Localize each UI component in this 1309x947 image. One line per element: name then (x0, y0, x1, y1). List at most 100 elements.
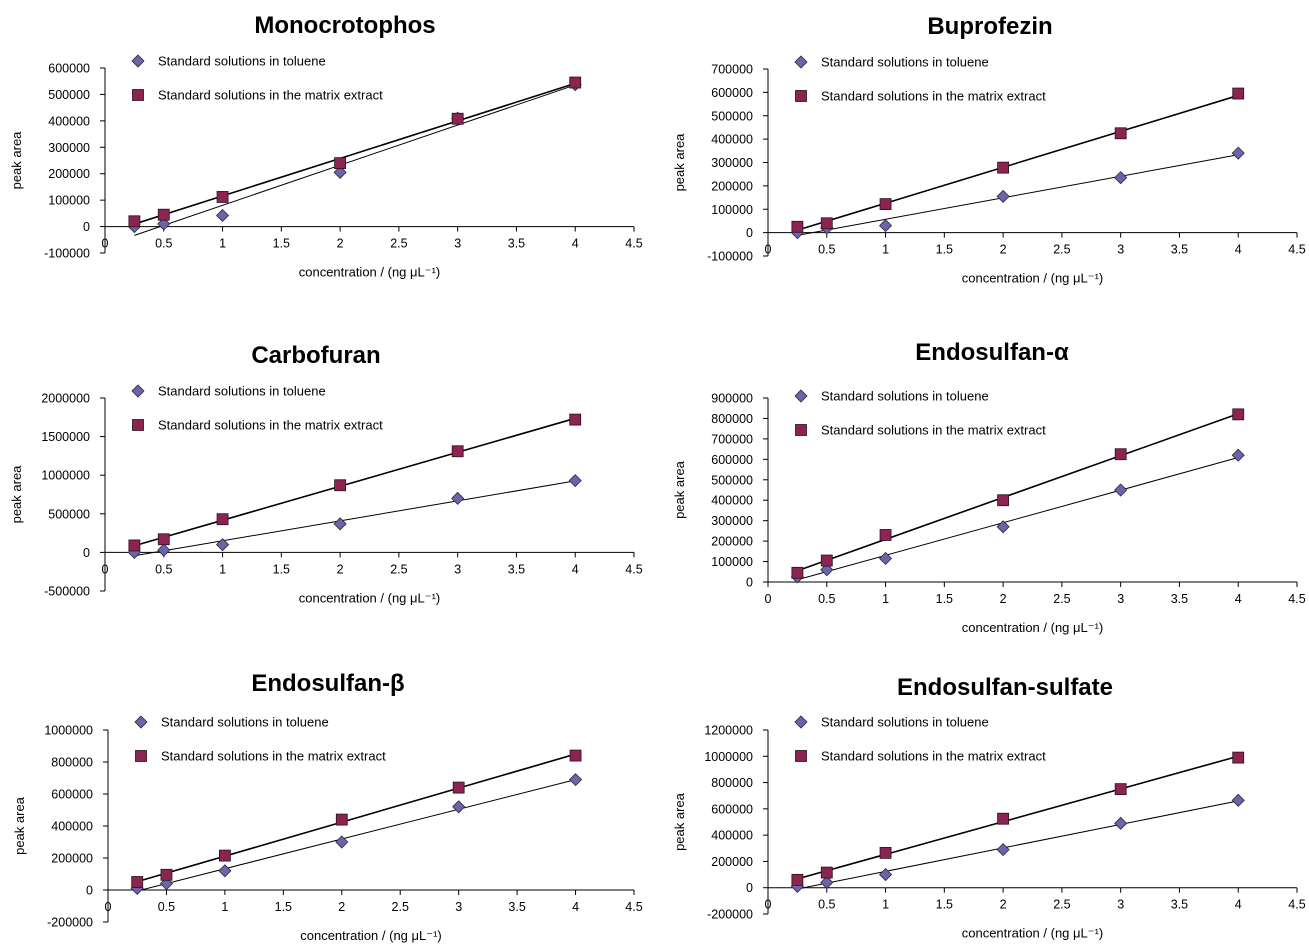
y-tick-label: 400000 (48, 114, 90, 128)
legend-square-marker (132, 89, 144, 101)
matrix-data-point (334, 479, 347, 492)
toluene-trendline (797, 154, 1239, 236)
matrix-data-point (879, 529, 892, 541)
y-tick-label: 500000 (48, 507, 90, 521)
x-tick-label: 4 (1235, 243, 1242, 257)
y-tick-label: 500000 (48, 88, 90, 102)
matrix-trendline (134, 82, 576, 225)
matrix-data-point (334, 157, 347, 170)
matrix-data-point (1232, 751, 1245, 764)
x-tick-label: 2.5 (390, 237, 407, 251)
legend-label-toluene: Standard solutions in toluene (158, 384, 326, 399)
legend-square-marker (132, 419, 144, 431)
y-tick-label: 100000 (711, 203, 753, 217)
y-tick-label: 900000 (711, 392, 753, 406)
legend-label-toluene: Standard solutions in toluene (821, 55, 989, 70)
x-tick-label: 4 (1235, 898, 1242, 912)
x-tick-label: 0 (105, 900, 112, 914)
toluene-trendline (134, 84, 576, 236)
x-tick-label: 0.5 (155, 237, 172, 251)
legend-label-toluene: Standard solutions in toluene (158, 54, 326, 69)
toluene-trendline (134, 480, 576, 557)
matrix-data-point (879, 198, 892, 211)
x-tick-label: 2 (338, 900, 345, 914)
toluene-data-point (878, 219, 893, 233)
toluene-data-point (996, 189, 1010, 203)
matrix-data-point (157, 208, 170, 221)
legend-diamond-marker (794, 389, 808, 403)
toluene-data-point (218, 864, 232, 878)
y-tick-label: 600000 (48, 62, 90, 76)
x-tick-label: 2.5 (390, 562, 407, 576)
matrix-data-point (160, 868, 173, 881)
toluene-trendline (137, 779, 576, 892)
chart-title: Monocrotophos (254, 12, 435, 39)
y-tick-label: 700000 (711, 63, 753, 77)
legend-diamond-marker (131, 54, 145, 68)
x-tick-label: 3.5 (508, 900, 525, 914)
legend-label-matrix: Standard solutions in the matrix extract (158, 88, 383, 103)
chart-panel-4: Endosulfan-α 0 100000 200000 300000 400000 500… (672, 339, 1306, 635)
legend-diamond-marker (794, 715, 808, 729)
y-tick-label: 1000000 (44, 724, 93, 738)
x-tick-label: 3 (1117, 592, 1124, 606)
x-tick-label: 2 (1000, 592, 1007, 606)
matrix-trendline (797, 413, 1239, 572)
y-tick-label: 400000 (711, 494, 753, 508)
x-axis-label: concentration / (ng μL⁻¹) (962, 620, 1104, 635)
y-tick-label: 600000 (711, 453, 753, 467)
legend-label-matrix: Standard solutions in the matrix extract (161, 749, 386, 764)
y-tick-label: 0 (746, 226, 753, 240)
x-axis-label: concentration / (ng μL⁻¹) (299, 265, 441, 280)
x-tick-label: 2 (337, 237, 344, 251)
y-tick-label: 400000 (711, 829, 753, 843)
y-tick-label: -100000 (44, 247, 90, 261)
toluene-data-point (451, 491, 465, 505)
y-axis-label: peak area (672, 792, 687, 851)
y-tick-label: 1000000 (704, 750, 753, 764)
y-tick-label: -200000 (47, 916, 93, 930)
y-tick-label: -500000 (44, 585, 90, 599)
toluene-data-point (1114, 816, 1128, 830)
chart-title: Endosulfan-β (251, 670, 404, 697)
legend-label-matrix: Standard solutions in the matrix extract (821, 749, 1046, 764)
y-tick-label: 1500000 (41, 430, 90, 444)
legend-diamond-marker (134, 715, 148, 729)
matrix-data-point (1114, 448, 1127, 461)
matrix-data-point (569, 76, 582, 89)
y-tick-label: 0 (86, 884, 93, 898)
x-tick-label: 2 (1000, 898, 1007, 912)
y-tick-label: 200000 (51, 852, 93, 866)
x-tick-label: 3.5 (508, 237, 525, 251)
y-tick-label: 200000 (48, 167, 90, 181)
legend-square-marker (795, 750, 807, 762)
y-tick-label: 0 (83, 220, 90, 234)
chart-panel-5: Endosulfan-β -200000 0 200000 400000 600000 80… (12, 670, 643, 943)
x-tick-label: 3 (454, 562, 461, 576)
y-tick-label: 0 (83, 546, 90, 560)
matrix-data-point (128, 215, 141, 228)
y-tick-label: 0 (746, 576, 753, 590)
chart-title: Endosulfan-sulfate (897, 674, 1113, 701)
x-tick-label: 0.5 (818, 243, 835, 257)
x-tick-label: 3 (1117, 243, 1124, 257)
matrix-data-point (820, 217, 833, 230)
matrix-data-point (820, 866, 833, 879)
x-tick-label: 3.5 (508, 562, 525, 576)
x-tick-label: 0 (765, 592, 772, 606)
legend-square-marker (135, 750, 147, 762)
x-tick-label: 2.5 (392, 900, 409, 914)
y-tick-label: 100000 (48, 194, 90, 208)
legend-label-matrix: Standard solutions in the matrix extract (158, 418, 383, 433)
y-axis-label: peak area (672, 460, 687, 519)
matrix-data-point (451, 445, 464, 458)
y-tick-label: 500000 (711, 473, 753, 487)
y-tick-label: 700000 (711, 432, 753, 446)
y-tick-label: 200000 (711, 535, 753, 549)
x-tick-label: 1 (882, 898, 889, 912)
chart-panel-1: Monocrotophos -100000 0 100000 200000 300000 4… (9, 12, 643, 280)
x-tick-label: 0.5 (158, 900, 175, 914)
x-tick-label: 1.5 (275, 900, 292, 914)
x-axis-label: concentration / (ng μL⁻¹) (962, 271, 1104, 286)
